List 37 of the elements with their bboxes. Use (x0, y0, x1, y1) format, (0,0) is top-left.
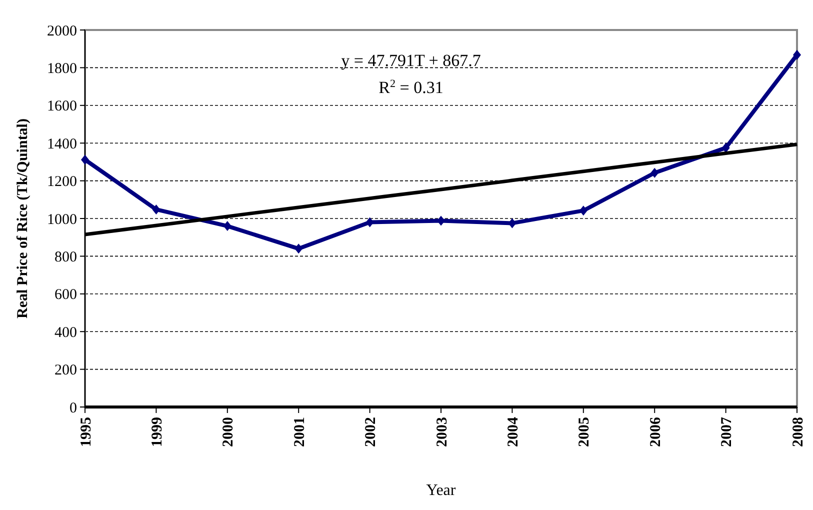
point (366, 217, 374, 228)
point (508, 218, 516, 228)
x-tick-label: 2007 (719, 416, 736, 447)
annotation: R$^{2}$ = 0.31 (378, 78, 444, 97)
point (294, 244, 303, 254)
x-tick-label: 1995 (78, 417, 94, 447)
x-tick-label: 2004 (505, 416, 522, 447)
point (579, 206, 588, 216)
x-axis-title: Year (426, 482, 456, 499)
x-tick-label: 2008 (790, 417, 806, 447)
y-tick-label: 200 (54, 362, 77, 379)
point (793, 50, 801, 60)
x-tick-label: 1999 (149, 417, 166, 447)
annotation: y = 47.791T + 867.7 (341, 51, 482, 70)
y-tick-label: 1000 (47, 212, 77, 228)
y-tick-label: 600 (54, 287, 77, 304)
point (722, 142, 730, 153)
y-tick-label: 800 (54, 249, 77, 266)
x-tick-label: 2003 (434, 417, 450, 447)
y-tick-label: 400 (54, 324, 77, 341)
y-tick-label: 1600 (47, 98, 77, 115)
y-tick-label: 0 (70, 400, 77, 416)
x-tick-label: 2002 (363, 417, 380, 447)
y-tick-label: 1800 (47, 60, 77, 77)
x-tick-label: 2001 (292, 417, 308, 447)
point (223, 221, 232, 232)
x-tick-label: 2005 (576, 417, 593, 447)
y-tick-label: 1400 (47, 136, 77, 152)
point (650, 168, 659, 178)
y-tick-label: 2000 (47, 23, 77, 40)
y-tick-label: 1200 (47, 174, 77, 190)
x-tick-label: 2000 (220, 417, 237, 447)
point (81, 154, 89, 165)
point (152, 204, 160, 214)
y-axis-title: Real Price of Rice (Tk/Quintal) (15, 118, 31, 318)
x-tick-label: 2006 (648, 416, 664, 447)
point (437, 216, 445, 226)
